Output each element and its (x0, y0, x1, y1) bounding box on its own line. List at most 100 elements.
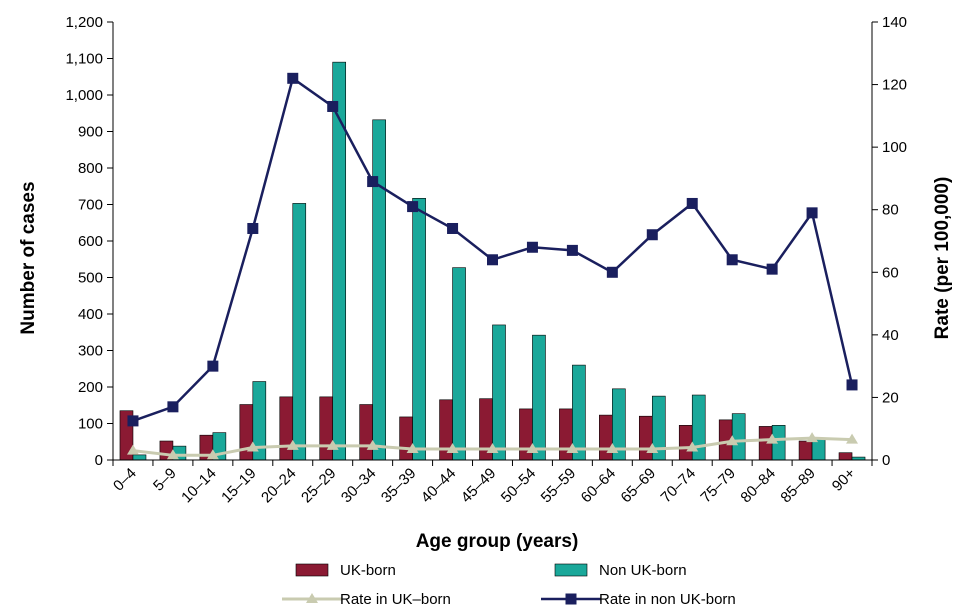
x-tick-label-6: 30–34 (338, 465, 380, 507)
point-rate-in-uk-born-4 (286, 439, 299, 450)
x-tick-label-18: 90+ (829, 465, 859, 495)
point-rate-in-uk-born-7 (406, 443, 419, 454)
x-tick-label-9: 45–49 (458, 465, 500, 507)
y2-tick-label-2: 40 (882, 327, 899, 344)
point-rate-in-non-uk-born-7 (407, 201, 419, 213)
legend-marker-rate-in-uk-born (306, 593, 318, 603)
y-tick-label-6: 600 (78, 233, 103, 250)
bar-non-uk-born-5 (332, 61, 347, 461)
bar-non-uk-born-7 (412, 197, 426, 461)
y2-tick-label-1: 20 (882, 389, 899, 406)
bar-non-uk-born-9 (492, 324, 506, 461)
bar-non-uk-born-11 (572, 364, 586, 461)
x-tick-label-7: 35–39 (378, 465, 420, 507)
point-rate-in-non-uk-born-0 (127, 415, 139, 427)
bar-uk-born-14 (678, 425, 693, 461)
point-rate-in-uk-born-14 (686, 441, 699, 452)
y-tick-label-9: 900 (78, 124, 103, 141)
y-tick-label-10: 1,000 (65, 87, 103, 104)
point-rate-in-non-uk-born-17 (806, 207, 818, 219)
point-rate-in-uk-born-16 (766, 433, 779, 444)
bar-non-uk-born-15 (731, 413, 746, 461)
x-tick-label-8: 40–44 (418, 465, 460, 507)
legend-label-rate-in-non-uk-born: Rate in non UK-born (599, 591, 736, 608)
bar-non-uk-born-4 (292, 203, 307, 461)
point-rate-in-non-uk-born-15 (726, 254, 738, 266)
legend-label-rate-in-uk-born: Rate in UK–born (340, 591, 451, 608)
y2-tick-label-0: 0 (882, 452, 890, 469)
point-rate-in-non-uk-born-6 (367, 176, 379, 188)
point-rate-in-non-uk-born-12 (606, 266, 618, 278)
y-tick-label-4: 400 (78, 306, 103, 323)
y-tick-label-3: 300 (78, 343, 103, 360)
legend-label-non-uk-born: Non UK-born (599, 562, 687, 579)
legend-label-uk-born: UK-born (340, 562, 396, 579)
bar-uk-born-3 (239, 404, 254, 461)
x-tick-label-16: 80–84 (737, 465, 779, 507)
point-rate-in-uk-born-10 (526, 443, 539, 454)
point-rate-in-non-uk-born-5 (327, 100, 339, 112)
legend-marker-rate-in-non-uk-born (565, 593, 577, 605)
bar-uk-born-4 (279, 396, 294, 461)
lines-layer (126, 72, 859, 460)
bar-non-uk-born-8 (452, 267, 466, 461)
x-tick-label-0: 0–4 (110, 465, 140, 495)
point-rate-in-uk-born-5 (326, 439, 339, 450)
y-tick-label-1: 100 (78, 416, 103, 433)
point-rate-in-uk-born-12 (606, 443, 619, 454)
point-rate-in-non-uk-born-3 (247, 222, 259, 234)
y2-tick-label-4: 80 (882, 202, 899, 219)
bar-uk-born-7 (399, 416, 413, 461)
y-tick-label-5: 500 (78, 270, 103, 287)
x-tick-label-3: 15–19 (218, 465, 260, 507)
point-rate-in-non-uk-born-18 (846, 379, 858, 391)
point-rate-in-uk-born-9 (486, 443, 499, 454)
x-tick-label-13: 65–69 (618, 465, 660, 507)
y2-tick-label-6: 120 (882, 77, 907, 94)
bar-non-uk-born-0 (132, 454, 147, 461)
bar-uk-born-5 (319, 396, 334, 461)
x-tick-label-4: 20–24 (258, 465, 300, 507)
y-tick-label-0: 0 (95, 452, 103, 469)
bar-uk-born-12 (599, 414, 613, 461)
x-tick-label-14: 70–74 (658, 465, 700, 507)
point-rate-in-uk-born-6 (366, 439, 379, 450)
x-tick-label-11: 55–59 (538, 465, 580, 507)
point-rate-in-non-uk-born-9 (487, 254, 498, 266)
point-rate-in-non-uk-born-14 (686, 197, 698, 209)
y-tick-label-11: 1,100 (65, 51, 103, 68)
point-rate-in-non-uk-born-4 (287, 72, 299, 84)
legend: UK-born Non UK-born Rate in UK–born Rate in… (282, 562, 736, 608)
bar-uk-born-6 (359, 404, 373, 461)
point-rate-in-uk-born-8 (446, 443, 459, 454)
x-tick-label-10: 50–54 (498, 465, 540, 507)
x-tick-label-12: 60–64 (578, 465, 620, 507)
point-rate-in-uk-born-13 (646, 443, 659, 454)
y2-tick-label-7: 140 (882, 14, 907, 31)
point-rate-in-non-uk-born-2 (207, 360, 219, 372)
x-tick-label-17: 85–89 (777, 465, 819, 507)
x-tick-label-15: 75–79 (697, 465, 739, 507)
point-rate-in-uk-born-3 (246, 441, 259, 452)
bar-uk-born-17 (798, 440, 813, 461)
y-axis-title: Number of cases (18, 181, 39, 334)
point-rate-in-uk-born-11 (566, 443, 579, 454)
y-tick-label-8: 800 (78, 160, 103, 177)
bar-uk-born-18 (838, 452, 853, 461)
x-tick-label-2: 10–14 (178, 465, 220, 507)
bars-layer (119, 61, 866, 461)
y2-axis-title: Rate (per 100,000) (932, 177, 953, 340)
legend-swatch-non-uk-born (554, 563, 588, 577)
point-rate-in-uk-born-1 (166, 449, 179, 460)
x-tick-label-5: 25–29 (298, 465, 340, 507)
point-rate-in-uk-born-15 (726, 435, 739, 446)
point-rate-in-non-uk-born-13 (646, 229, 658, 241)
point-rate-in-non-uk-born-11 (566, 244, 578, 256)
bar-non-uk-born-6 (372, 119, 386, 461)
y-tick-label-12: 1,200 (65, 14, 103, 31)
x-tick-label-1: 5–9 (150, 465, 180, 495)
point-rate-in-non-uk-born-16 (766, 263, 778, 275)
point-rate-in-non-uk-born-10 (526, 241, 538, 253)
y2-tick-label-5: 100 (882, 139, 907, 156)
